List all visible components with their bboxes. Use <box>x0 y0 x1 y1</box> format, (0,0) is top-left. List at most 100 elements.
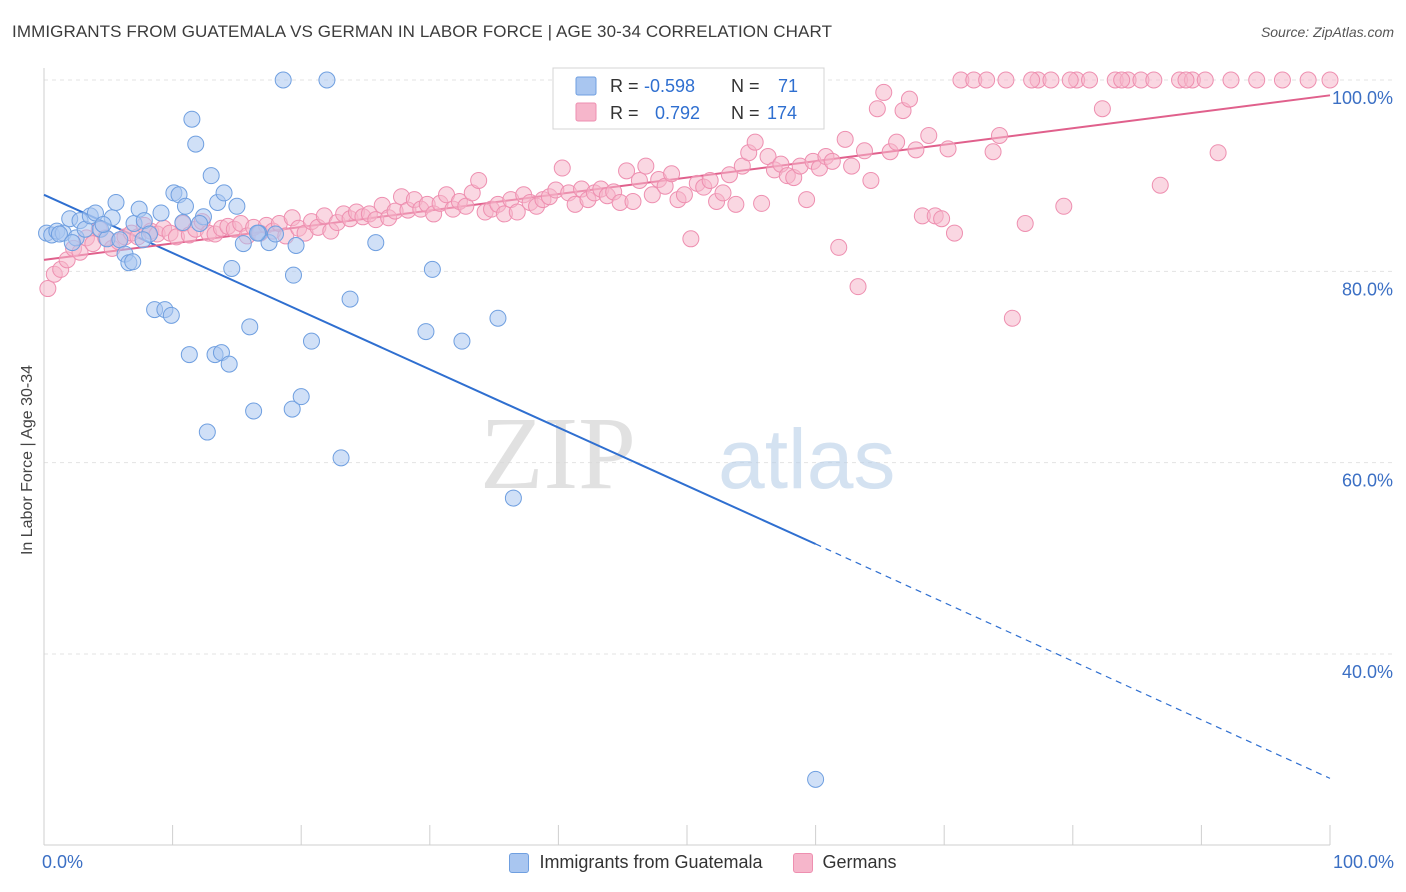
point-guatemala <box>241 318 259 336</box>
point-germans <box>508 203 526 221</box>
point-guatemala <box>94 215 112 233</box>
point-germans <box>637 157 655 175</box>
point-guatemala <box>341 290 359 308</box>
point-guatemala <box>187 135 205 153</box>
point-guatemala <box>111 231 129 249</box>
legend-n-value-guatemala: 71 <box>778 76 798 96</box>
point-germans <box>1113 71 1131 89</box>
point-guatemala <box>332 449 350 467</box>
watermark-zip: ZIP <box>480 396 636 511</box>
point-guatemala <box>417 323 435 341</box>
y-tick-label: 100.0% <box>1332 88 1393 108</box>
point-germans <box>990 126 1008 144</box>
point-germans <box>746 133 764 151</box>
y-tick-label: 80.0% <box>1342 279 1393 299</box>
point-germans <box>830 238 848 256</box>
legend-r-label-germans: R = <box>610 103 639 123</box>
point-guatemala <box>284 266 302 284</box>
point-germans <box>997 71 1015 89</box>
point-guatemala <box>174 214 192 232</box>
point-guatemala <box>180 346 198 364</box>
legend: R = -0.598 N = 71 R = 0.792 N = 174 <box>552 67 825 130</box>
legend-r-label-guatemala: R = <box>610 76 639 96</box>
point-germans <box>900 90 918 108</box>
point-germans <box>984 143 1002 161</box>
point-guatemala <box>292 388 310 406</box>
point-guatemala <box>302 332 320 350</box>
point-germans <box>1003 309 1021 327</box>
point-germans <box>663 165 681 183</box>
legend-swatch-germans <box>575 102 597 122</box>
point-germans <box>836 130 854 148</box>
point-germans <box>753 194 771 212</box>
point-guatemala <box>183 110 201 128</box>
point-guatemala <box>807 770 825 788</box>
y-tick-label: 60.0% <box>1342 471 1393 491</box>
point-guatemala <box>202 167 220 185</box>
point-germans <box>1081 71 1099 89</box>
point-guatemala <box>274 71 292 89</box>
point-germans <box>1093 100 1111 118</box>
point-guatemala <box>198 423 216 441</box>
point-guatemala <box>228 197 246 215</box>
y-tick-label: 40.0% <box>1342 662 1393 682</box>
point-germans <box>1209 144 1227 162</box>
legend-frame <box>552 67 825 130</box>
chart-source: Source: ZipAtlas.com <box>1260 24 1394 40</box>
x-tick-label-min: 0.0% <box>42 852 84 872</box>
legend-swatch-guatemala <box>575 76 597 96</box>
point-germans <box>727 195 745 213</box>
point-germans <box>939 140 957 158</box>
x-tick-label-max: 100.0% <box>1332 852 1394 872</box>
axes <box>43 68 1331 846</box>
point-germans <box>1055 197 1073 215</box>
point-guatemala <box>124 253 142 271</box>
point-guatemala <box>489 309 507 327</box>
point-guatemala <box>453 332 471 350</box>
point-germans <box>1145 71 1163 89</box>
watermark-atlas: atlas <box>718 412 895 506</box>
point-guatemala <box>220 355 238 373</box>
point-germans <box>39 280 57 298</box>
point-germans <box>624 192 642 210</box>
point-guatemala <box>234 235 252 253</box>
point-guatemala <box>152 204 170 222</box>
point-guatemala <box>367 234 385 252</box>
legend-n-label-germans: N = <box>731 103 760 123</box>
point-germans <box>1151 176 1169 194</box>
bottom-legend-label-germans: Germans <box>822 852 897 872</box>
point-germans <box>933 210 951 228</box>
point-germans <box>1222 71 1240 89</box>
legend-r-value-germans: 0.792 <box>655 103 700 123</box>
point-guatemala <box>134 231 152 249</box>
point-germans <box>868 100 886 118</box>
bottom-legend-item-guatemala: Immigrants from Guatemala <box>509 852 763 873</box>
grid-lines <box>44 79 1392 655</box>
point-germans <box>875 83 893 101</box>
point-germans <box>714 184 732 202</box>
point-germans <box>945 224 963 242</box>
bottom-legend-swatch-guatemala <box>509 852 530 873</box>
trendline-guatemala-extension <box>815 543 1331 779</box>
legend-n-value-germans: 174 <box>767 103 797 123</box>
point-germans <box>1042 71 1060 89</box>
point-guatemala <box>423 260 441 278</box>
point-germans <box>920 126 938 144</box>
point-guatemala <box>287 237 305 255</box>
point-guatemala <box>191 215 209 232</box>
y-tick-labels: 40.0% 60.0% 80.0% 100.0% <box>1332 88 1393 682</box>
point-germans <box>888 133 906 151</box>
bottom-legend-swatch-germans <box>792 852 813 873</box>
point-germans <box>798 191 816 209</box>
point-guatemala <box>162 306 180 324</box>
point-germans <box>470 171 488 189</box>
point-guatemala <box>50 225 68 243</box>
trendline-guatemala <box>43 193 817 545</box>
point-germans <box>720 166 738 184</box>
point-germans <box>855 142 873 160</box>
point-germans <box>1248 71 1266 89</box>
point-germans <box>1196 71 1214 89</box>
point-germans <box>843 157 861 175</box>
point-guatemala <box>215 184 233 202</box>
point-germans <box>701 171 719 189</box>
